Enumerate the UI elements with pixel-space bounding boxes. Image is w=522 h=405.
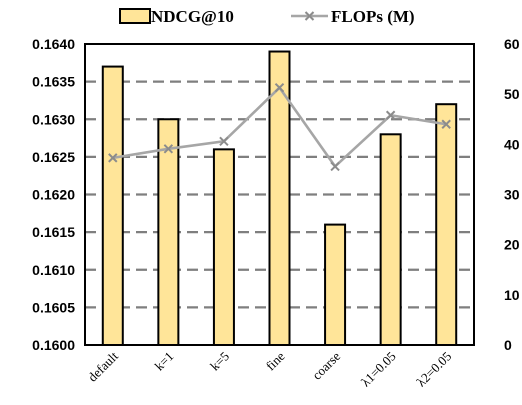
right-tick-label: 20 <box>504 237 520 253</box>
left-axis-ticks: 0.1600 0.1605 0.1610 0.1615 0.1620 0.1625 0.16… <box>32 36 75 353</box>
plot-frame <box>84 43 475 346</box>
category-label: λ2=0.05 <box>413 349 454 390</box>
left-tick-label: 0.1640 <box>32 36 75 52</box>
bar-λ1=0.05 <box>379 133 402 346</box>
left-tick-label: 0.1600 <box>32 337 75 353</box>
category-label: k=5 <box>207 349 232 374</box>
bar-k=1 <box>157 118 180 346</box>
bar-series <box>101 50 458 347</box>
left-tick-label: 0.1635 <box>32 74 75 90</box>
left-tick-label: 0.1625 <box>32 149 75 165</box>
right-tick-label: 0 <box>504 337 512 353</box>
flops-marker-λ2=0.05 <box>441 119 451 129</box>
right-tick-label: 10 <box>504 287 520 303</box>
legend-swatch-bar <box>119 8 151 24</box>
bar-k=5 <box>212 148 235 346</box>
flops-marker-k=5 <box>219 136 229 147</box>
category-label: default <box>85 348 121 384</box>
line-series <box>108 82 451 172</box>
category-label: coarse <box>309 348 343 382</box>
left-tick-label: 0.1615 <box>32 224 75 240</box>
left-tick-label: 0.1630 <box>32 111 75 127</box>
legend-label-flops: FLOPs (M) <box>331 7 415 26</box>
right-tick-label: 40 <box>504 136 520 152</box>
legend: NDCG@10 FLOPs (M) <box>119 7 415 26</box>
category-label: k=1 <box>151 349 176 374</box>
legend-item-flops: FLOPs (M) <box>291 7 415 26</box>
right-axis-ticks: 0 10 20 30 40 50 60 <box>504 36 520 353</box>
flops-marker-fine <box>274 82 285 93</box>
category-label: fine <box>263 348 288 373</box>
left-tick-label: 0.1605 <box>32 299 75 315</box>
flops-marker-λ1=0.05 <box>385 110 396 120</box>
flops-marker-k=1 <box>163 144 174 154</box>
category-label: λ1=0.05 <box>358 349 399 390</box>
right-tick-label: 60 <box>504 36 520 52</box>
bar-coarse <box>324 223 347 347</box>
flops-marker-coarse <box>330 161 340 172</box>
plot-border <box>84 43 475 346</box>
bar-default <box>101 65 124 346</box>
flops-marker-default <box>108 153 118 163</box>
legend-item-ndcg: NDCG@10 <box>119 7 234 26</box>
category-labels: default k=1 k=5 fine coarse λ1=0.05 λ2=0.05 <box>85 348 455 389</box>
left-tick-label: 0.1610 <box>32 262 75 278</box>
left-tick-label: 0.1620 <box>32 187 75 203</box>
legend-label-ndcg: NDCG@10 <box>151 7 234 26</box>
bar-λ2=0.05 <box>435 103 458 346</box>
right-tick-label: 50 <box>504 86 520 102</box>
right-tick-label: 30 <box>504 187 520 203</box>
